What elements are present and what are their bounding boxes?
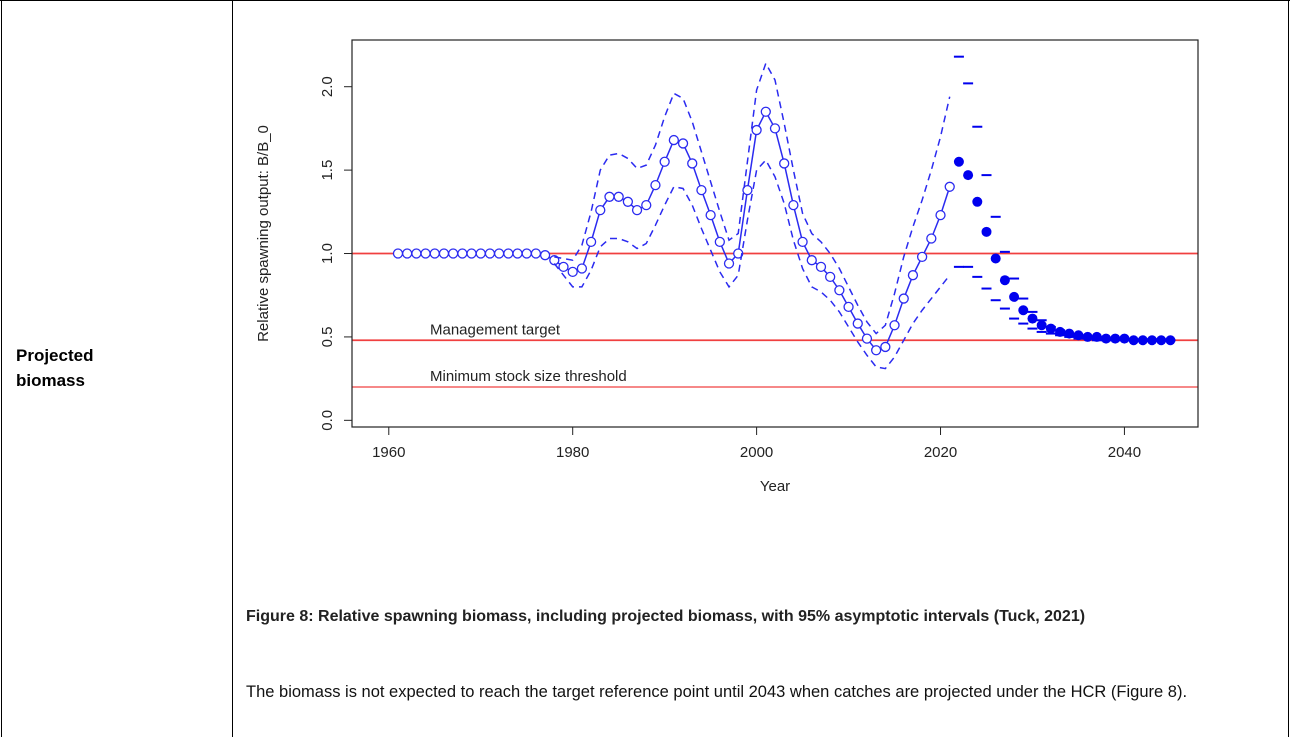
estimate-point bbox=[613, 191, 624, 202]
estimate-point bbox=[687, 158, 698, 169]
projection-point bbox=[972, 196, 983, 207]
estimate-point bbox=[898, 293, 909, 304]
projection-point bbox=[1036, 320, 1047, 331]
estimate-point bbox=[411, 248, 422, 259]
estimate-point bbox=[797, 236, 808, 247]
y-axis-label: Relative spawning output: B/B_0 bbox=[255, 125, 272, 342]
estimate-point bbox=[631, 204, 643, 216]
estimate-point bbox=[576, 263, 588, 274]
figure-caption: Figure 8: Relative spawning biomass, inc… bbox=[246, 608, 1086, 625]
estimate-point bbox=[677, 138, 689, 149]
estimate-point bbox=[530, 248, 542, 259]
estimate-point bbox=[429, 248, 440, 259]
y-tick-label: 0.0 bbox=[319, 410, 336, 431]
table-border bbox=[232, 0, 233, 737]
table-border bbox=[0, 0, 1290, 1]
estimate-point bbox=[751, 124, 762, 136]
estimate-point bbox=[871, 345, 882, 356]
estimate-point bbox=[595, 204, 606, 216]
y-tick-label: 1.5 bbox=[319, 160, 336, 181]
estimate-point bbox=[806, 255, 817, 266]
estimate-point bbox=[466, 248, 477, 259]
y-tick-label: 2.0 bbox=[319, 76, 336, 97]
estimate-point bbox=[834, 285, 845, 296]
estimate-point bbox=[815, 261, 827, 273]
estimate-point bbox=[604, 191, 615, 202]
estimate-point bbox=[392, 248, 404, 259]
estimate-point bbox=[733, 248, 744, 259]
estimate-point bbox=[916, 251, 928, 263]
estimate-point bbox=[944, 181, 955, 192]
estimate-point bbox=[521, 248, 532, 259]
estimate-point bbox=[402, 248, 413, 259]
estimate-point bbox=[889, 320, 900, 331]
estimate-point bbox=[861, 333, 873, 344]
estimate-point bbox=[705, 210, 716, 221]
estimate-line bbox=[397, 110, 951, 352]
estimate-point bbox=[503, 248, 514, 259]
estimate-point bbox=[650, 179, 661, 191]
estimate-point bbox=[558, 261, 569, 273]
projection-point bbox=[999, 275, 1010, 286]
projection-point bbox=[953, 156, 964, 167]
table-border bbox=[1, 0, 2, 737]
estimate-point bbox=[769, 123, 781, 134]
x-tick-label: 2020 bbox=[924, 444, 957, 461]
estimate-point bbox=[696, 184, 707, 196]
estimate-point bbox=[714, 236, 725, 247]
annotation: Management target bbox=[430, 321, 561, 338]
estimate-point bbox=[760, 106, 771, 117]
x-tick-label: 1980 bbox=[556, 444, 589, 461]
chart: Management target Minimum stock size thre… bbox=[255, 39, 1199, 495]
estimate-point bbox=[935, 210, 946, 221]
estimate-point bbox=[512, 248, 523, 259]
projection-point bbox=[1018, 305, 1029, 316]
table-border bbox=[1288, 0, 1289, 737]
estimate-point bbox=[457, 248, 468, 259]
x-tick-label: 2040 bbox=[1108, 444, 1141, 461]
estimate-point bbox=[585, 236, 597, 247]
estimate-point bbox=[622, 196, 634, 207]
estimate-point bbox=[825, 271, 836, 283]
plot-frame bbox=[351, 39, 1199, 428]
estimate-point bbox=[420, 248, 431, 259]
projection-point bbox=[1009, 291, 1020, 302]
x-axis-label: Year bbox=[760, 478, 790, 495]
estimate-point bbox=[641, 199, 652, 211]
estimate-point bbox=[907, 270, 919, 281]
row-label: Projected biomass bbox=[16, 346, 94, 390]
estimate-point bbox=[484, 248, 496, 259]
estimate-point bbox=[668, 134, 679, 146]
estimate-point bbox=[852, 318, 863, 329]
projection-point bbox=[1045, 323, 1056, 334]
projection-point bbox=[981, 226, 992, 237]
estimate-point bbox=[448, 248, 459, 259]
estimate-point bbox=[539, 250, 551, 261]
estimate-point bbox=[493, 248, 505, 259]
estimate-point bbox=[659, 156, 670, 167]
interval-line bbox=[554, 61, 951, 335]
projection-point bbox=[963, 170, 974, 181]
estimate-point bbox=[926, 233, 937, 244]
estimate-point bbox=[880, 341, 891, 353]
y-tick-label: 0.5 bbox=[319, 326, 336, 347]
estimate-point bbox=[438, 248, 450, 259]
projection-point bbox=[1027, 313, 1038, 324]
interval-line bbox=[553, 158, 951, 370]
estimate-point bbox=[779, 158, 790, 169]
estimate-point bbox=[742, 184, 753, 196]
estimate-point bbox=[567, 266, 578, 278]
estimate-point bbox=[843, 301, 854, 313]
x-tick-label: 2000 bbox=[740, 444, 773, 461]
paragraph: The biomass is not expected to reach the… bbox=[246, 683, 1188, 701]
estimate-point bbox=[723, 258, 735, 269]
annotation: Minimum stock size threshold bbox=[430, 368, 627, 385]
projection-point bbox=[990, 253, 1001, 264]
estimate-point bbox=[475, 248, 486, 259]
estimate-point bbox=[788, 199, 799, 211]
x-tick-label: 1960 bbox=[372, 444, 405, 461]
y-tick-label: 1.0 bbox=[319, 243, 336, 264]
